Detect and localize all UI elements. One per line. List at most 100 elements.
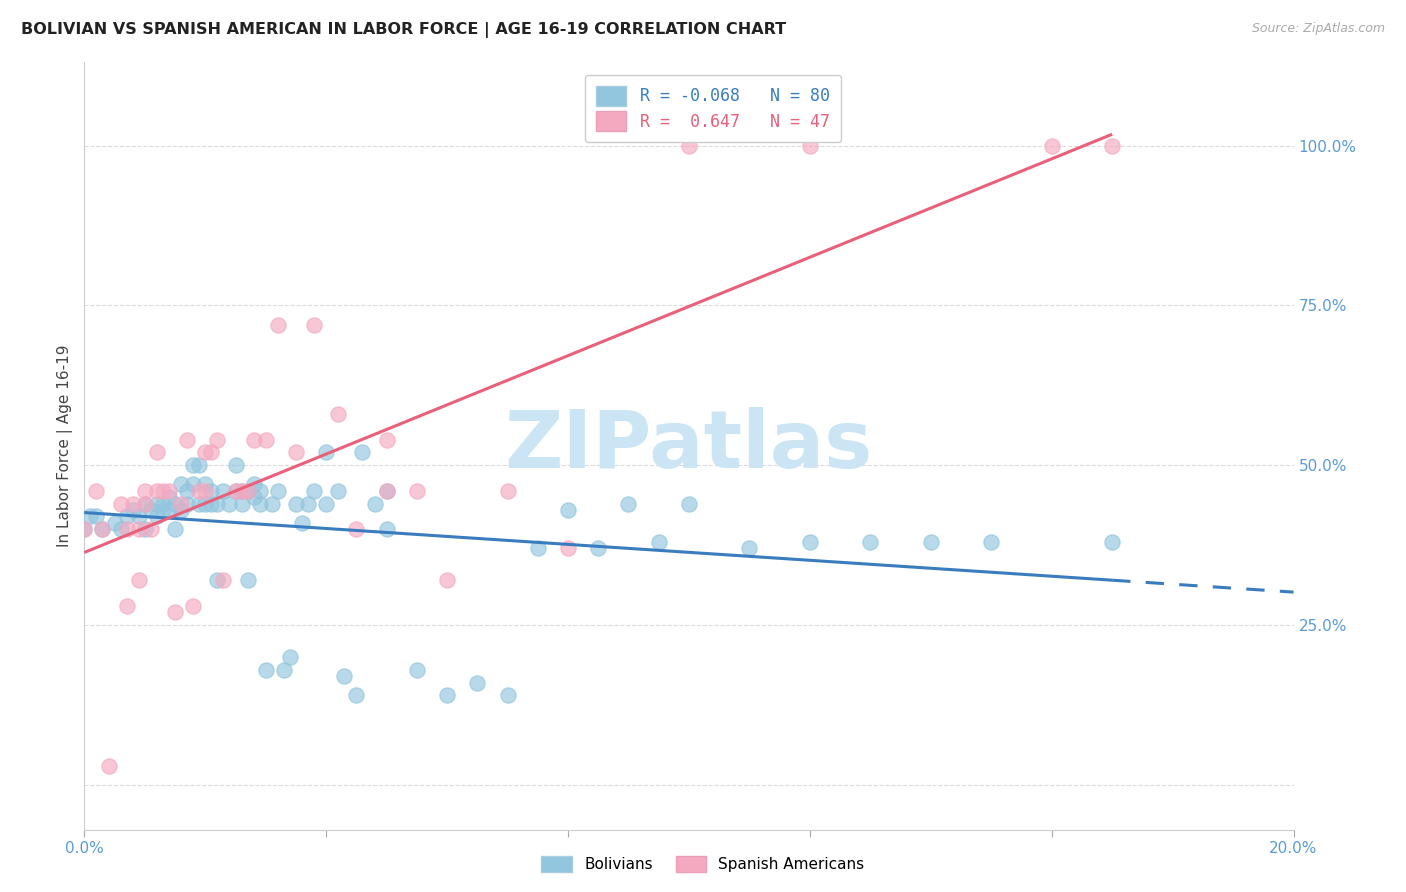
Point	[110, 496, 132, 510]
Point	[254, 663, 277, 677]
Point	[181, 458, 204, 473]
Point	[333, 669, 356, 683]
Point	[496, 483, 519, 498]
Point	[254, 433, 277, 447]
Point	[73, 522, 96, 536]
Legend: Bolivians, Spanish Americans: Bolivians, Spanish Americans	[534, 848, 872, 880]
Point	[225, 458, 247, 473]
Point	[128, 509, 150, 524]
Point	[86, 483, 108, 498]
Point	[170, 496, 193, 510]
Point	[1040, 138, 1063, 153]
Point	[557, 541, 579, 556]
Point	[267, 318, 290, 332]
Point	[146, 509, 169, 524]
Point	[152, 503, 174, 517]
Point	[242, 477, 264, 491]
Point	[170, 503, 193, 517]
Point	[328, 483, 350, 498]
Point	[363, 496, 385, 510]
Point	[249, 496, 271, 510]
Point	[799, 534, 821, 549]
Point	[859, 534, 882, 549]
Point	[212, 483, 235, 498]
Point	[200, 445, 222, 459]
Point	[496, 689, 519, 703]
Point	[920, 534, 942, 549]
Point	[302, 483, 325, 498]
Point	[278, 649, 301, 664]
Point	[375, 522, 398, 536]
Point	[678, 138, 700, 153]
Point	[242, 490, 264, 504]
Point	[176, 496, 198, 510]
Point	[134, 522, 156, 536]
Point	[249, 483, 271, 498]
Point	[91, 522, 114, 536]
Point	[467, 675, 489, 690]
Point	[146, 483, 169, 498]
Point	[139, 503, 162, 517]
Point	[242, 433, 264, 447]
Point	[176, 433, 198, 447]
Point	[194, 496, 217, 510]
Point	[207, 496, 229, 510]
Point	[200, 483, 222, 498]
Point	[207, 433, 229, 447]
Point	[139, 522, 162, 536]
Point	[165, 522, 187, 536]
Point	[302, 318, 325, 332]
Point	[225, 483, 247, 498]
Point	[194, 445, 217, 459]
Point	[273, 663, 295, 677]
Point	[194, 477, 217, 491]
Point	[375, 483, 398, 498]
Point	[527, 541, 550, 556]
Point	[236, 483, 259, 498]
Point	[110, 522, 132, 536]
Point	[86, 509, 108, 524]
Point	[352, 445, 374, 459]
Point	[152, 483, 174, 498]
Point	[799, 138, 821, 153]
Point	[165, 496, 187, 510]
Point	[115, 509, 138, 524]
Point	[152, 496, 174, 510]
Point	[328, 407, 350, 421]
Point	[346, 522, 368, 536]
Point	[212, 573, 235, 587]
Point	[375, 483, 398, 498]
Point	[115, 522, 138, 536]
Point	[73, 522, 96, 536]
Point	[291, 516, 314, 530]
Point	[200, 496, 222, 510]
Point	[557, 503, 579, 517]
Point	[236, 573, 259, 587]
Point	[231, 496, 253, 510]
Point	[346, 689, 368, 703]
Point	[315, 496, 337, 510]
Point	[91, 522, 114, 536]
Point	[315, 445, 337, 459]
Point	[588, 541, 610, 556]
Point	[285, 496, 308, 510]
Point	[218, 496, 240, 510]
Point	[231, 483, 253, 498]
Point	[121, 496, 143, 510]
Point	[436, 689, 458, 703]
Point	[188, 496, 211, 510]
Point	[146, 496, 169, 510]
Point	[1101, 138, 1123, 153]
Point	[1101, 534, 1123, 549]
Point	[79, 509, 101, 524]
Point	[225, 483, 247, 498]
Text: BOLIVIAN VS SPANISH AMERICAN IN LABOR FORCE | AGE 16-19 CORRELATION CHART: BOLIVIAN VS SPANISH AMERICAN IN LABOR FO…	[21, 22, 786, 38]
Point	[738, 541, 761, 556]
Point	[260, 496, 283, 510]
Point	[207, 573, 229, 587]
Point	[406, 663, 429, 677]
Point	[194, 483, 217, 498]
Point	[128, 522, 150, 536]
Point	[231, 483, 253, 498]
Point	[134, 483, 156, 498]
